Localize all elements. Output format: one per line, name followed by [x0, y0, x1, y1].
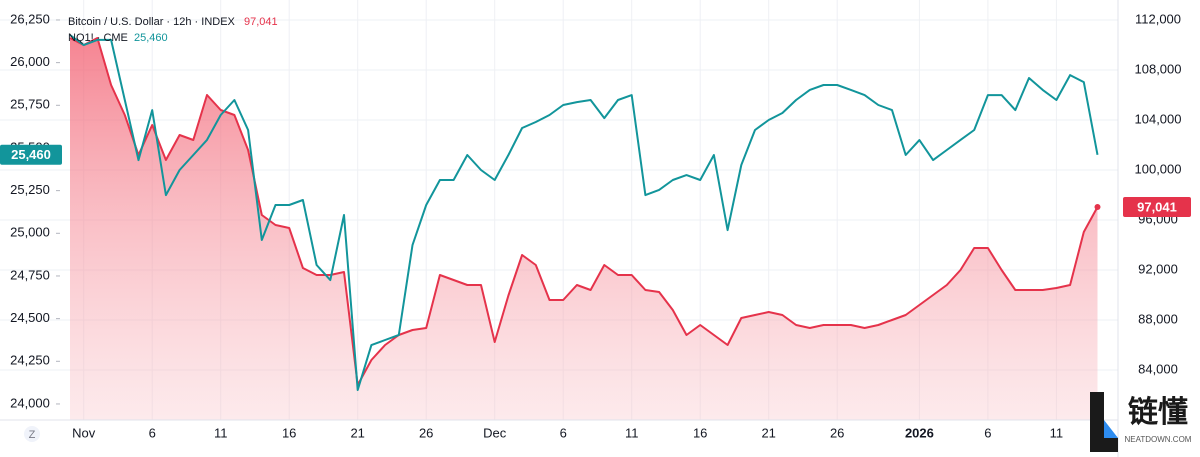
x-tick-label: 11: [214, 425, 228, 440]
x-tick-label: 26: [830, 425, 844, 440]
logo-accent: [1104, 420, 1118, 438]
x-tick-label: 6: [560, 425, 567, 440]
x-tick-label: 21: [350, 425, 364, 440]
y2-tick-label: 104,000: [1135, 111, 1182, 126]
x-tick-label: 16: [282, 425, 296, 440]
last-point: [1094, 203, 1101, 210]
y-tick-label: 24,500: [10, 310, 50, 325]
legend-value: 25,460: [134, 32, 168, 44]
x-tick-label: Dec: [483, 425, 507, 440]
y2-tick-label: 112,000: [1135, 11, 1181, 26]
y-tick-label: 25,250: [10, 182, 50, 197]
x-tick-label: 11: [1050, 425, 1064, 440]
legend-entry: Bitcoin / U.S. Dollar · 12h · INDEX: [68, 16, 236, 28]
legend: Bitcoin / U.S. Dollar · 12h · INDEX 97,0…: [68, 16, 278, 44]
legend-entry: NQ1! · CME: [68, 32, 128, 44]
x-tick-label: Nov: [72, 425, 96, 440]
x-tick-label: 16: [693, 425, 707, 440]
x-tick-label: 21: [761, 425, 775, 440]
price-tag: [1123, 196, 1191, 217]
watermark: 链懂 NEATDOWN.COM: [1090, 392, 1192, 452]
y2-tick-label: 108,000: [1135, 61, 1182, 76]
line: [69, 34, 1099, 391]
y-tick-label: 25,000: [10, 225, 50, 240]
x-tick-label: 6: [984, 425, 991, 440]
price-tag-label: 97,041: [1137, 199, 1177, 214]
y-tick-label: 25,750: [10, 97, 50, 112]
y2-tick-label: 92,000: [1138, 261, 1178, 276]
y2-tick-label: 84,000: [1138, 361, 1178, 376]
y-tick-label: 24,250: [10, 353, 50, 368]
line: [69, 37, 1099, 386]
x-tick-label: 26: [419, 425, 433, 440]
y-tick-label: 26,250: [10, 11, 50, 26]
y2-tick-label: 100,000: [1135, 161, 1182, 176]
price-tag-label: 25,460: [11, 147, 51, 162]
y-tick-label: 26,000: [10, 54, 50, 69]
y2-tick-label: 88,000: [1138, 311, 1178, 326]
button-label[interactable]: Z: [29, 429, 36, 441]
button-bg[interactable]: [24, 426, 40, 442]
watermark-brand: 链懂: [1128, 395, 1188, 429]
plot-area: [69, 34, 1101, 420]
x-tick-label: 6: [149, 425, 156, 440]
scale-button[interactable]: Z: [24, 426, 40, 442]
y-tick-label: 24,000: [10, 395, 50, 410]
x-tick-label: 11: [625, 425, 639, 440]
price-tag: [0, 144, 62, 165]
area: [70, 38, 1098, 420]
x-tick-label: 2026: [905, 425, 934, 440]
legend-value: 97,041: [244, 16, 278, 28]
watermark-site: NEATDOWN.COM: [1125, 435, 1192, 444]
y-tick-label: 24,750: [10, 267, 50, 282]
